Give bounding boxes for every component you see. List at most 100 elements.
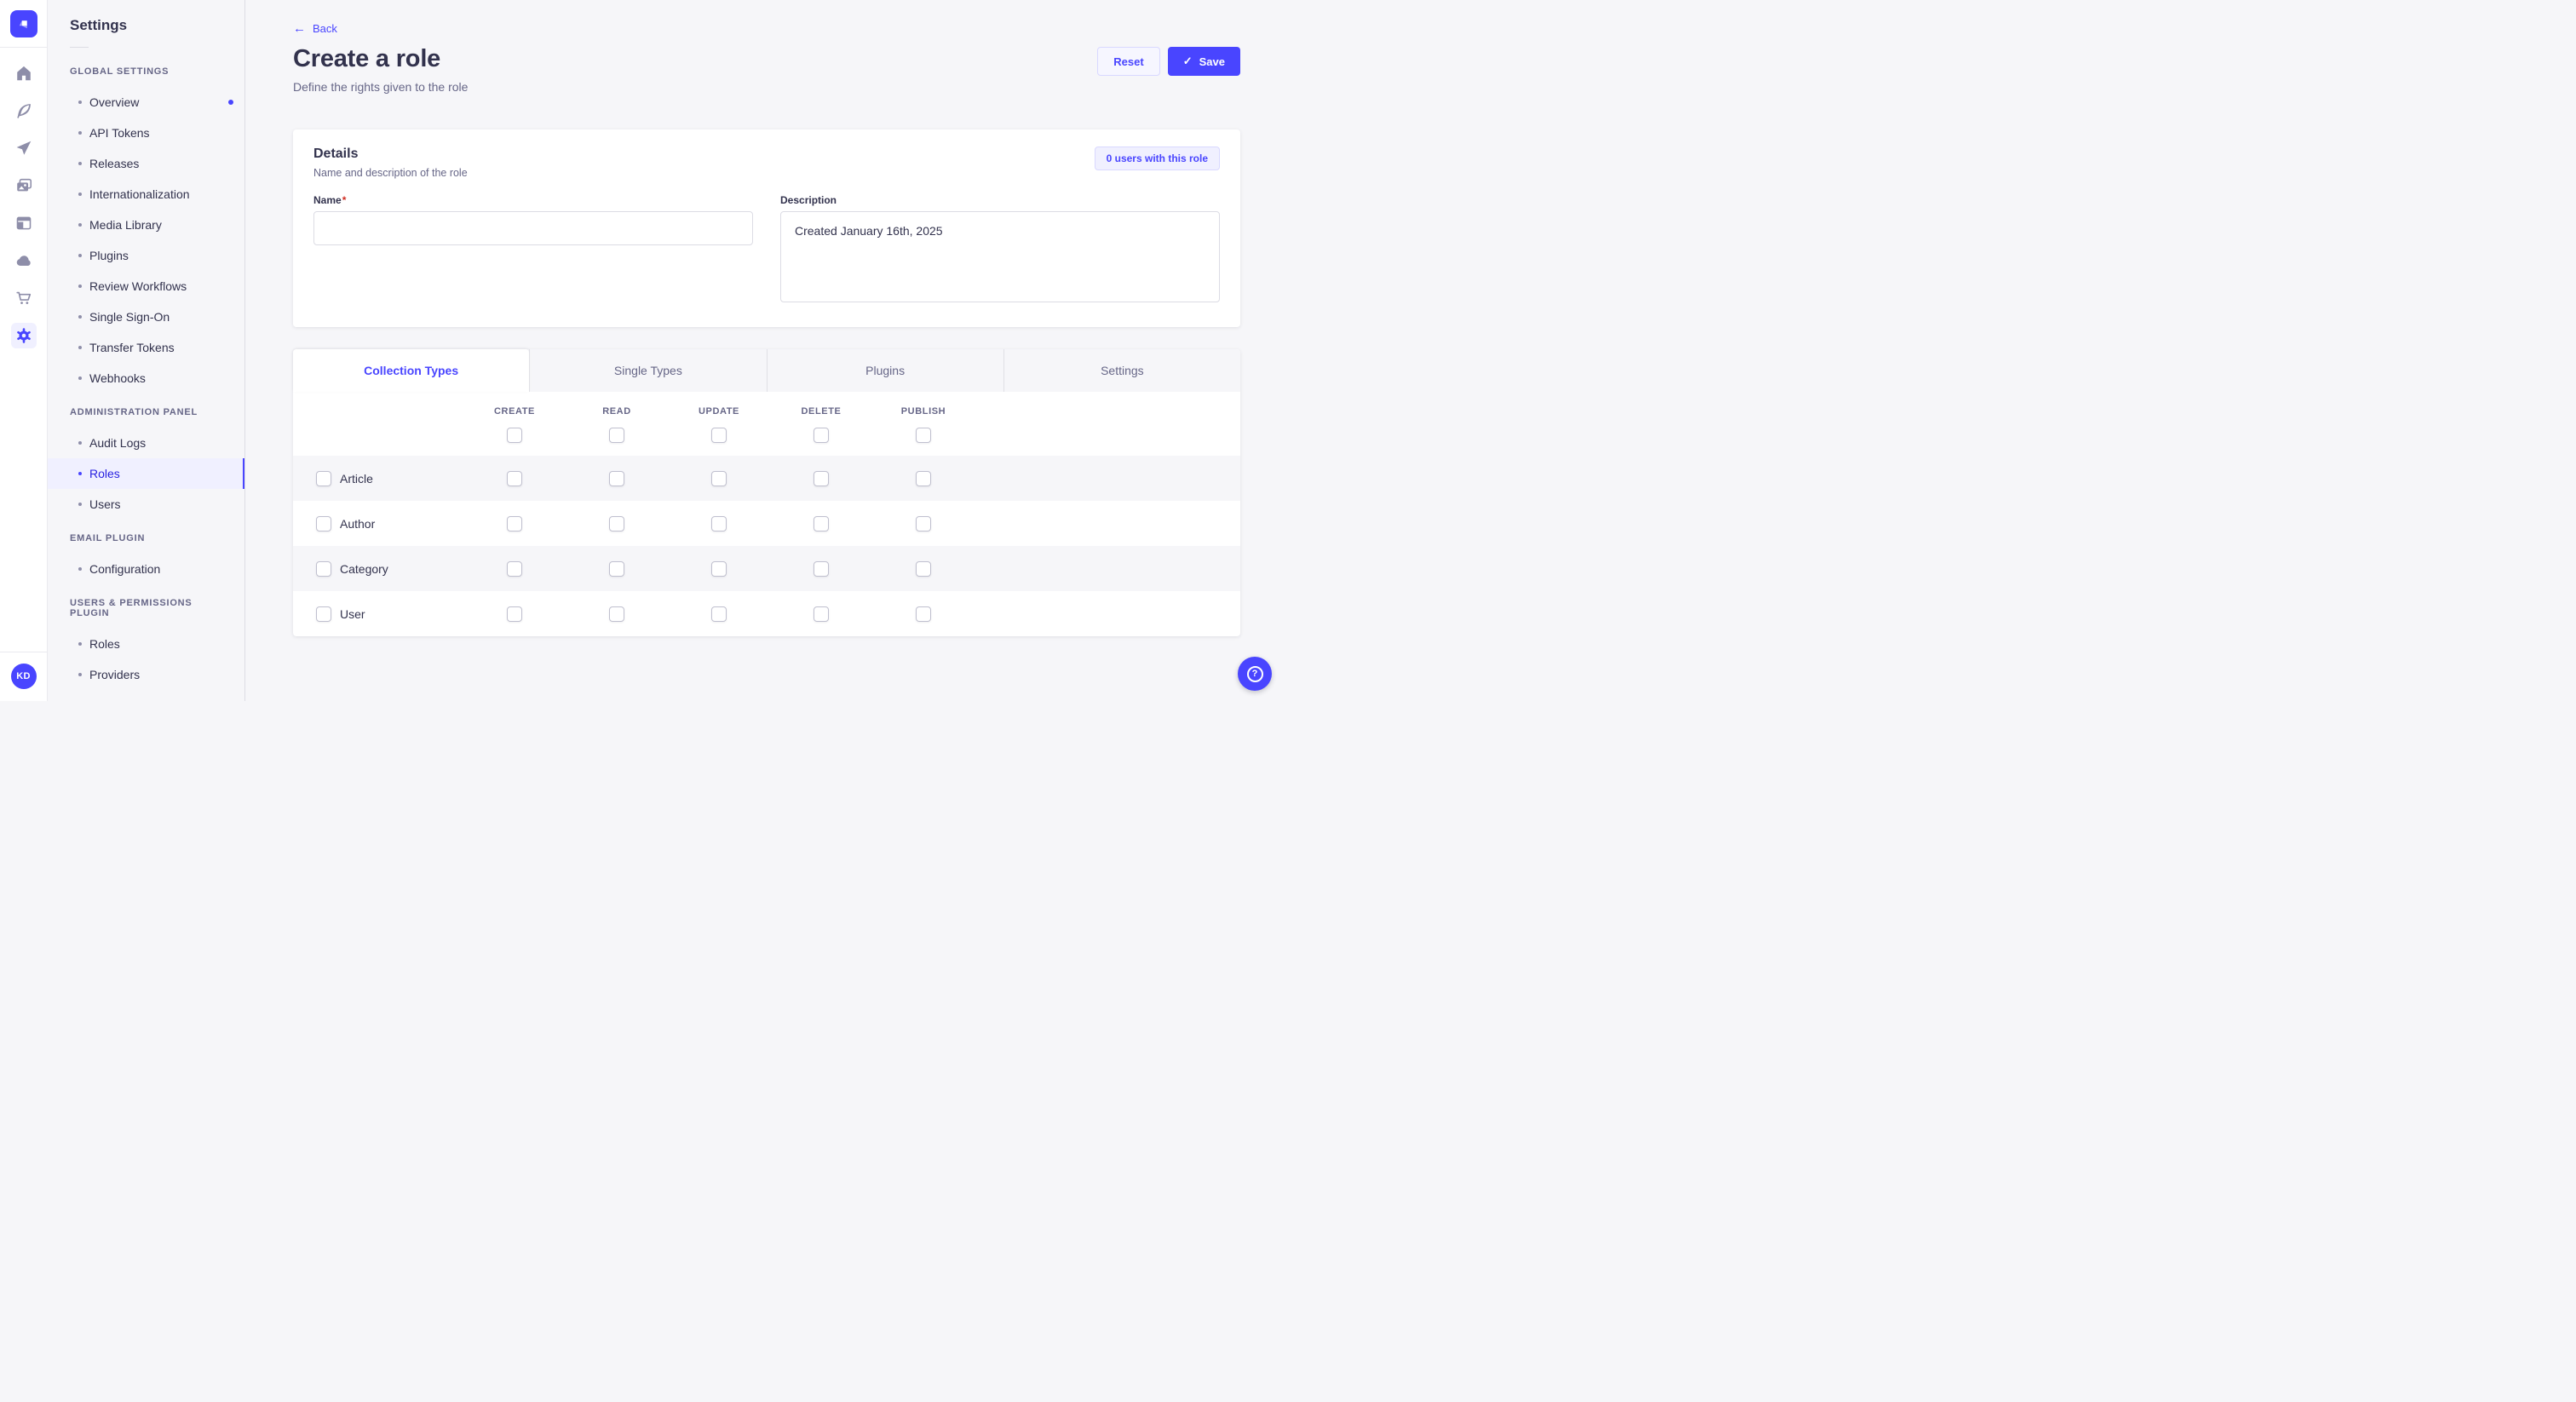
sidebar-item-audit-logs[interactable]: Audit Logs — [48, 428, 244, 458]
checkbox-category-publish[interactable] — [916, 560, 931, 577]
sidebar-item-providers[interactable]: Providers — [48, 659, 244, 690]
sidebar-item-transfer-tokens[interactable]: Transfer Tokens — [48, 332, 244, 363]
sidebar-item-label: Overview — [89, 95, 140, 109]
permission-row-article: Article — [293, 456, 1240, 501]
details-title: Details — [313, 147, 359, 161]
main-content: ← Back Create a role Define the rights g… — [245, 0, 1288, 701]
checkbox-article-create[interactable] — [507, 470, 522, 486]
sidebar-item-overview[interactable]: Overview — [48, 87, 244, 118]
checkbox-row-category[interactable] — [316, 560, 331, 577]
checkbox-all-publish[interactable] — [916, 428, 931, 443]
checkbox-category-read[interactable] — [609, 560, 624, 577]
checkbox-author-publish[interactable] — [916, 515, 931, 531]
permissions-card: Collection Types Single Types Plugins Se… — [293, 349, 1240, 636]
sidebar-item-configuration[interactable]: Configuration — [48, 554, 244, 584]
sidebar-item-roles-up[interactable]: Roles — [48, 629, 244, 659]
checkbox-author-read[interactable] — [609, 515, 624, 531]
tab-plugins[interactable]: Plugins — [766, 349, 1003, 392]
sidebar-item-label: Releases — [89, 157, 140, 170]
checkbox-article-delete[interactable] — [814, 470, 829, 486]
rail-divider — [0, 47, 48, 48]
checkbox-category-update[interactable] — [711, 560, 727, 577]
checkbox-user-create[interactable] — [507, 606, 522, 622]
settings-gear-icon[interactable] — [10, 323, 37, 348]
sidebar-item-single-sign-on[interactable]: Single Sign-On — [48, 302, 244, 332]
checkbox-author-create[interactable] — [507, 515, 522, 531]
home-icon[interactable] — [14, 63, 34, 83]
sidebar-item-webhooks[interactable]: Webhooks — [48, 363, 244, 394]
required-asterisk: * — [342, 194, 347, 206]
sidebar-item-releases[interactable]: Releases — [48, 148, 244, 179]
checkbox-article-read[interactable] — [609, 470, 624, 486]
media-library-icon[interactable] — [14, 175, 34, 196]
bullet-icon — [78, 472, 82, 475]
sidebar-item-users[interactable]: Users — [48, 489, 244, 520]
permission-row-user: User — [293, 591, 1240, 636]
checkbox-user-read[interactable] — [609, 606, 624, 622]
checkbox-user-delete[interactable] — [814, 606, 829, 622]
details-head: Details Name and description of the role… — [313, 147, 1220, 179]
sidebar-item-label: Roles — [89, 467, 120, 480]
description-textarea[interactable]: Created January 16th, 2025 — [780, 211, 1220, 302]
checkbox-row-user[interactable] — [316, 606, 331, 622]
checkbox-article-publish[interactable] — [916, 470, 931, 486]
settings-sidebar: Settings GLOBAL SETTINGS Overview API To… — [48, 0, 245, 701]
sidebar-item-label: Roles — [89, 637, 120, 651]
strapi-logo[interactable] — [9, 10, 37, 37]
sidebar-item-label: Single Sign-On — [89, 310, 170, 324]
name-label: Name* — [313, 194, 753, 206]
content-type-builder-icon[interactable] — [14, 101, 34, 121]
sidebar-item-media-library[interactable]: Media Library — [48, 210, 244, 240]
checkbox-all-create[interactable] — [507, 428, 522, 443]
sidebar-item-api-tokens[interactable]: API Tokens — [48, 118, 244, 148]
help-question-icon: ? — [1246, 665, 1263, 682]
sidebar-item-internationalization[interactable]: Internationalization — [48, 179, 244, 210]
back-link[interactable]: ← Back — [293, 22, 337, 35]
notification-dot — [228, 100, 233, 105]
tab-single-types[interactable]: Single Types — [529, 349, 766, 392]
checkbox-all-read[interactable] — [609, 428, 624, 443]
details-subtitle: Name and description of the role — [313, 167, 468, 179]
checkbox-all-delete[interactable] — [814, 428, 829, 443]
users-with-role-button[interactable]: 0 users with this role — [1094, 147, 1220, 170]
checkbox-category-create[interactable] — [507, 560, 522, 577]
sidebar-title-divider — [70, 47, 89, 48]
section-label-administration-panel: ADMINISTRATION PANEL — [70, 407, 198, 417]
reset-button[interactable]: Reset — [1097, 47, 1160, 76]
cloud-icon[interactable] — [14, 250, 34, 271]
sidebar-item-roles-admin[interactable]: Roles — [48, 458, 244, 489]
name-label-text: Name — [313, 194, 342, 206]
checkbox-article-update[interactable] — [711, 470, 727, 486]
description-field-group: Description Created January 16th, 2025 — [780, 194, 1220, 307]
tab-settings[interactable]: Settings — [1003, 349, 1240, 392]
page-header: Create a role Define the rights given to… — [293, 45, 1240, 94]
checkbox-user-publish[interactable] — [916, 606, 931, 622]
checkbox-author-update[interactable] — [711, 515, 727, 531]
sidebar-title: Settings — [70, 17, 128, 33]
details-fields: Name* Description Created January 16th, … — [313, 194, 1220, 307]
sidebar-item-review-workflows[interactable]: Review Workflows — [48, 271, 244, 302]
column-label-update: UPDATE — [698, 406, 739, 417]
checkbox-all-update[interactable] — [711, 428, 727, 443]
rail-bottom: KD — [0, 652, 48, 701]
bullet-icon — [78, 642, 82, 646]
checkbox-row-article[interactable] — [316, 470, 331, 486]
header-actions: Reset ✓ Save — [1097, 45, 1240, 76]
checkbox-author-delete[interactable] — [814, 515, 829, 531]
content-manager-icon[interactable] — [14, 213, 34, 233]
description-label: Description — [780, 194, 837, 206]
tab-collection-types[interactable]: Collection Types — [293, 349, 530, 392]
checkbox-user-update[interactable] — [711, 606, 727, 622]
deploy-icon[interactable] — [14, 138, 34, 158]
sidebar-item-label: Users — [89, 497, 121, 511]
user-avatar[interactable]: KD — [10, 664, 37, 689]
name-input[interactable] — [313, 211, 753, 245]
sidebar-item-label: Transfer Tokens — [89, 341, 175, 354]
sidebar-item-plugins[interactable]: Plugins — [48, 240, 244, 271]
checkbox-row-author[interactable] — [316, 515, 331, 531]
save-button[interactable]: ✓ Save — [1167, 47, 1240, 76]
marketplace-cart-icon[interactable] — [14, 288, 34, 308]
help-button[interactable]: ? — [1238, 657, 1272, 691]
check-icon: ✓ — [1182, 55, 1193, 67]
checkbox-category-delete[interactable] — [814, 560, 829, 577]
